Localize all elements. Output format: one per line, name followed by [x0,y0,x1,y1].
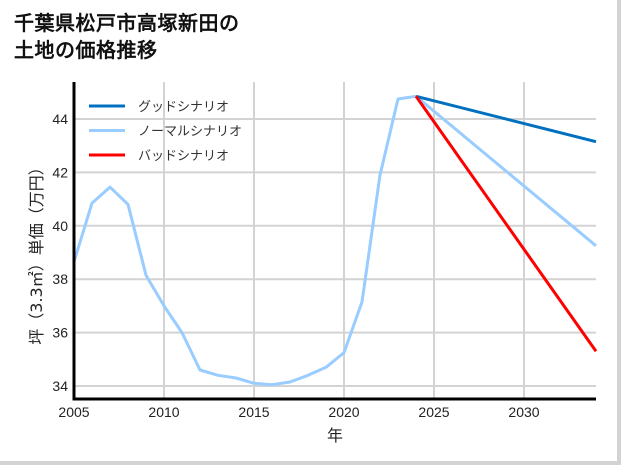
x-tick-labels: 2005 2010 2015 2020 2025 2030 [58,404,539,420]
series-line [414,95,598,353]
title-line-1: 千葉県松戸市高塚新田の [14,11,240,35]
y-tick-label: 42 [52,164,68,180]
x-tick-label: 2010 [148,404,179,420]
y-tick-label: 36 [52,325,68,341]
series-line [72,94,417,387]
x-tick-label: 2005 [58,404,89,420]
series-line [415,95,597,247]
data-series [72,94,598,387]
x-tick-label: 2025 [418,404,449,420]
y-tick-label: 44 [52,111,68,127]
y-tick-label: 40 [52,218,68,234]
y-tick-label: 34 [52,378,68,394]
x-tick-label: 2015 [238,404,269,420]
series-line [415,94,597,144]
title-line-2: 土地の価格推移 [14,38,158,62]
y-tick-labels: 34 36 38 40 42 44 [52,111,68,394]
y-tick-label: 38 [52,271,68,287]
x-axis-label: 年 [327,426,343,445]
legend-label: ノーマルシナリオ [138,125,242,140]
axes [72,82,596,401]
legend-label: バッドシナリオ [138,149,229,164]
x-tick-label: 2020 [328,404,359,420]
y-axis-label: 坪（3.3㎡）単価（万円） [27,159,46,344]
legend-label: グッドシナリオ [138,100,229,115]
x-tick-label: 2030 [508,404,539,420]
chart-title: 千葉県松戸市高塚新田の 土地の価格推移 [14,10,240,64]
